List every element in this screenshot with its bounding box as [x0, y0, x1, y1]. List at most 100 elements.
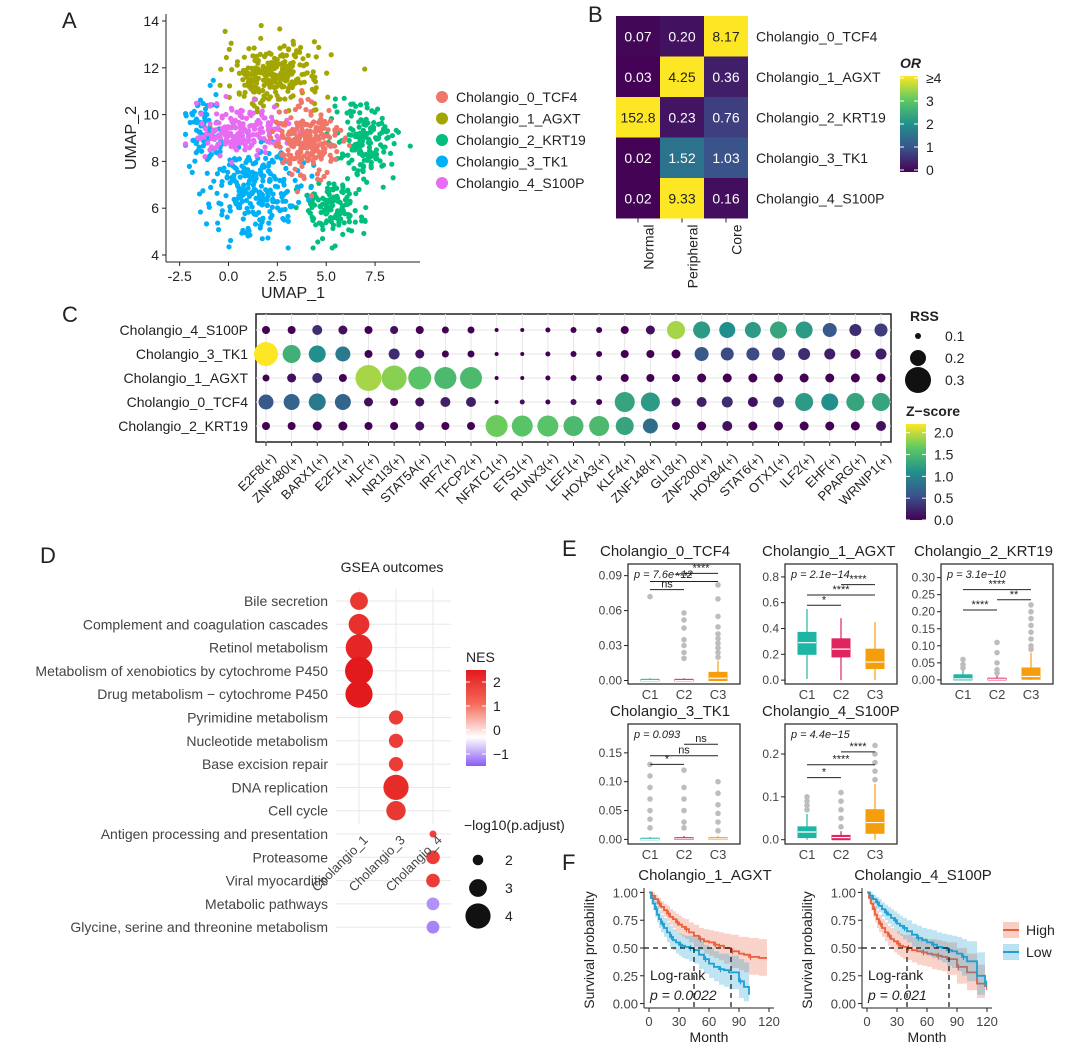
umap-point-3	[246, 228, 252, 234]
umap-point-4	[217, 153, 223, 159]
box-body	[831, 638, 851, 658]
heat-cell	[660, 137, 704, 178]
y-tick-label: 6	[151, 200, 159, 216]
umap-point-4	[234, 134, 240, 141]
umap-point-4	[262, 115, 268, 121]
umap-point-3	[208, 184, 214, 190]
rss-dot	[589, 416, 610, 436]
umap-point-4	[240, 122, 246, 129]
rss-dot	[824, 348, 836, 360]
outlier-point	[647, 593, 653, 600]
umap-point-2	[390, 175, 396, 181]
umap-point-2	[357, 110, 363, 116]
outlier-point	[681, 784, 687, 791]
outlier-point	[715, 624, 721, 630]
umap-point-3	[285, 213, 291, 220]
logrank-label: Log-rank	[868, 967, 924, 983]
outlier-point	[681, 625, 687, 631]
legend-label: Cholangio_4_S100P	[456, 175, 584, 191]
outlier-point	[715, 582, 721, 588]
umap-point-2	[395, 129, 401, 135]
rss-dot	[520, 376, 525, 380]
heat-cell	[616, 97, 660, 138]
umap-point-1	[301, 79, 307, 85]
rss-dot	[872, 393, 890, 411]
umap-point-3	[296, 199, 302, 205]
outlier-point	[681, 825, 687, 831]
umap-point-0	[290, 144, 296, 150]
rss-dot	[645, 325, 655, 335]
gsea-dot	[383, 774, 409, 801]
panel-letter-D: D	[40, 543, 56, 568]
rss-dot	[620, 374, 629, 382]
umap-point-0	[280, 152, 286, 158]
legend-tick-label: −1	[493, 746, 509, 762]
x-tick-label: 90	[732, 1014, 746, 1029]
outlier-point	[715, 801, 721, 808]
umap-point-4	[228, 132, 234, 138]
rss-dot	[773, 396, 784, 408]
umap-point-4	[215, 142, 221, 148]
legend-swatch	[436, 155, 448, 168]
umap-point-2	[356, 124, 362, 130]
y-axis-title: Survival probability	[799, 891, 815, 1009]
y-axis-title: UMAP_2	[123, 106, 140, 170]
outlier-point	[715, 654, 721, 661]
group-label: C3	[867, 687, 884, 702]
outlier-point	[960, 661, 966, 668]
umap-point-2	[391, 141, 397, 147]
umap-point-3	[308, 184, 314, 191]
rss-dot	[467, 422, 475, 430]
umap-point-2	[336, 220, 342, 226]
heat-cell	[704, 178, 748, 219]
legend-label: 3	[505, 880, 513, 896]
umap-point-1	[263, 51, 269, 57]
rss-dot	[874, 323, 888, 337]
umap-point-4	[259, 108, 265, 114]
rss-dot	[467, 326, 475, 334]
legend-tick-label: 2.0	[934, 425, 954, 441]
heat-cell	[616, 178, 660, 219]
rss-dot	[467, 350, 475, 358]
umap-point-1	[226, 46, 232, 52]
outlier-point	[838, 824, 844, 830]
y-tick-label: 0.05	[599, 804, 623, 818]
sig-label: ****	[988, 579, 1006, 591]
rss-dot	[667, 321, 685, 339]
rss-dot	[308, 393, 326, 411]
heat-cell	[704, 97, 748, 138]
p-value: p = 3.1e−10	[946, 569, 1007, 581]
umap-point-0	[311, 149, 317, 155]
umap-point-4	[227, 125, 233, 131]
umap-point-0	[276, 109, 282, 115]
umap-point-2	[362, 218, 368, 224]
row-label: Cholangio_3_TK1	[136, 346, 248, 362]
umap-point-3	[260, 178, 266, 184]
legend-tick-label: 0	[926, 162, 934, 178]
umap-point-2	[356, 119, 362, 125]
rss-dot	[282, 345, 301, 363]
box-body	[865, 648, 885, 670]
legend-title: Z−score	[906, 403, 960, 419]
umap-point-2	[366, 144, 372, 151]
rss-dot	[338, 325, 348, 335]
pathway-label: Retinol metabolism	[209, 640, 328, 656]
y-tick-label: 0.75	[613, 913, 638, 928]
umap-point-2	[379, 115, 385, 122]
umap-point-3	[259, 202, 265, 208]
box-body	[953, 674, 973, 681]
rss-dot	[494, 352, 499, 356]
umap-point-2	[324, 204, 330, 210]
umap-point-0	[289, 130, 295, 136]
umap-point-2	[315, 197, 322, 203]
umap-point-0	[298, 132, 304, 139]
umap-point-3	[264, 202, 270, 208]
umap-point-2	[389, 132, 396, 139]
x-axis-title: Month	[690, 1029, 729, 1045]
umap-point-1	[241, 54, 247, 60]
sig-label: *	[665, 753, 670, 765]
rss-dot	[466, 397, 476, 407]
umap-point-3	[199, 148, 205, 154]
rss-dot	[415, 397, 425, 407]
